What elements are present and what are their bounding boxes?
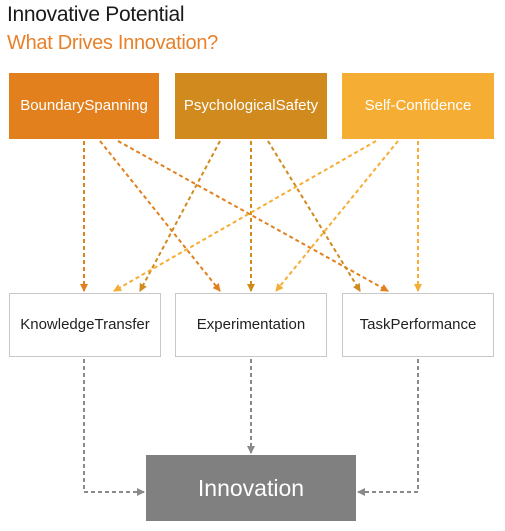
arrow-boundary-to-experimentation bbox=[99, 140, 221, 292]
mediator-knowledge-transfer: Knowledge Transfer bbox=[9, 293, 161, 357]
arrow-psych-to-task bbox=[267, 140, 361, 292]
arrow-self-to-experimentation bbox=[275, 140, 399, 292]
arrow-self-to-knowledge bbox=[113, 140, 377, 292]
driver-boundary-spanning: Boundary Spanning bbox=[9, 73, 159, 139]
mediator-experimentation: Experimentation bbox=[175, 293, 327, 357]
diagram-title: Innovative Potential bbox=[7, 3, 185, 26]
outcome-innovation: Innovation bbox=[146, 455, 356, 521]
diagram-subtitle: What Drives Innovation? bbox=[7, 32, 218, 54]
arrow-boundary-to-task bbox=[117, 140, 389, 292]
arrow-knowledge-to-innovation bbox=[83, 359, 145, 496]
arrow-task-to-innovation bbox=[357, 359, 419, 496]
mediator-task-performance: Task Performance bbox=[342, 293, 494, 357]
arrow-psych-to-knowledge bbox=[139, 140, 221, 292]
driver-psychological-safety: Psychological Safety bbox=[175, 73, 327, 139]
driver-self-confidence: Self-Confidence bbox=[342, 73, 494, 139]
